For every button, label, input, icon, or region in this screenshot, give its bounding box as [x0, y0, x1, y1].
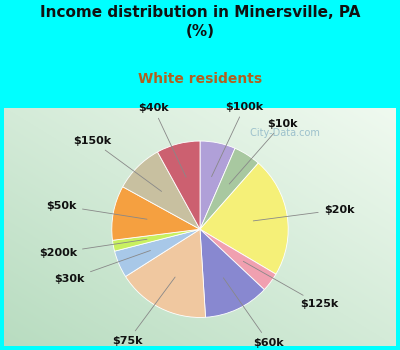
Wedge shape [158, 141, 200, 229]
Text: $125k: $125k [243, 261, 338, 309]
Text: White residents: White residents [138, 72, 262, 86]
Text: $10k: $10k [229, 119, 298, 184]
Text: $20k: $20k [253, 205, 354, 221]
Text: City-Data.com: City-Data.com [247, 127, 320, 138]
Wedge shape [112, 187, 200, 240]
Text: $100k: $100k [212, 102, 264, 177]
Text: $60k: $60k [223, 278, 284, 348]
Text: $50k: $50k [46, 201, 147, 219]
Text: $40k: $40k [138, 103, 186, 177]
Text: $200k: $200k [39, 239, 147, 258]
Wedge shape [200, 229, 264, 317]
Wedge shape [200, 163, 288, 274]
Text: $150k: $150k [73, 136, 162, 191]
Wedge shape [200, 229, 276, 290]
Wedge shape [123, 152, 200, 229]
Wedge shape [200, 141, 235, 229]
Text: $75k: $75k [113, 277, 175, 346]
Wedge shape [114, 229, 200, 276]
Wedge shape [112, 229, 200, 251]
Text: Income distribution in Minersville, PA
(%): Income distribution in Minersville, PA (… [40, 5, 360, 39]
Wedge shape [200, 148, 258, 229]
Text: $30k: $30k [55, 251, 150, 284]
Wedge shape [126, 229, 206, 317]
